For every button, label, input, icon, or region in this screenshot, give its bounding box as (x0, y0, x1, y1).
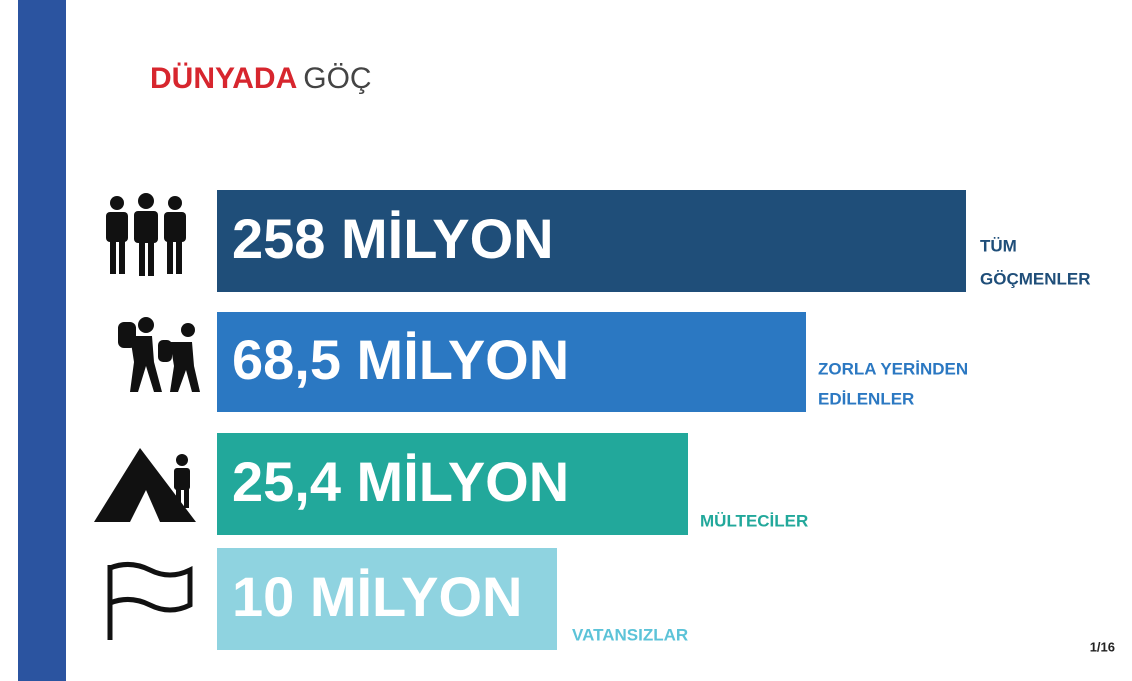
icon-people (106, 193, 186, 276)
bar-value: 25,4 MİLYON (232, 450, 569, 513)
bar-label: GÖÇMENLER (980, 269, 1091, 288)
bar-label: VATANSIZLAR (572, 625, 688, 644)
bar-label: MÜLTECİLER (700, 511, 808, 530)
bar-label: ZORLA YERİNDEN (818, 359, 968, 378)
icon-tent (94, 448, 196, 522)
title: DÜNYADA GÖÇ (150, 62, 372, 95)
bar-label: EDİLENLER (818, 389, 914, 408)
bar-value: 10 MİLYON (232, 565, 522, 628)
bar (217, 312, 806, 412)
icon-flag (107, 562, 193, 640)
bar-value: 258 MİLYON (232, 207, 554, 270)
icon-hikers (118, 317, 200, 392)
bar-label: TÜM (980, 236, 1017, 255)
title-red: DÜNYADA (150, 62, 297, 95)
bar (217, 433, 688, 535)
bar (217, 190, 966, 292)
side-strip (18, 0, 66, 681)
page-number: 1/16 (1090, 639, 1115, 654)
bar-value: 68,5 MİLYON (232, 328, 569, 391)
title-dark: GÖÇ (303, 62, 371, 95)
bar (217, 548, 557, 650)
